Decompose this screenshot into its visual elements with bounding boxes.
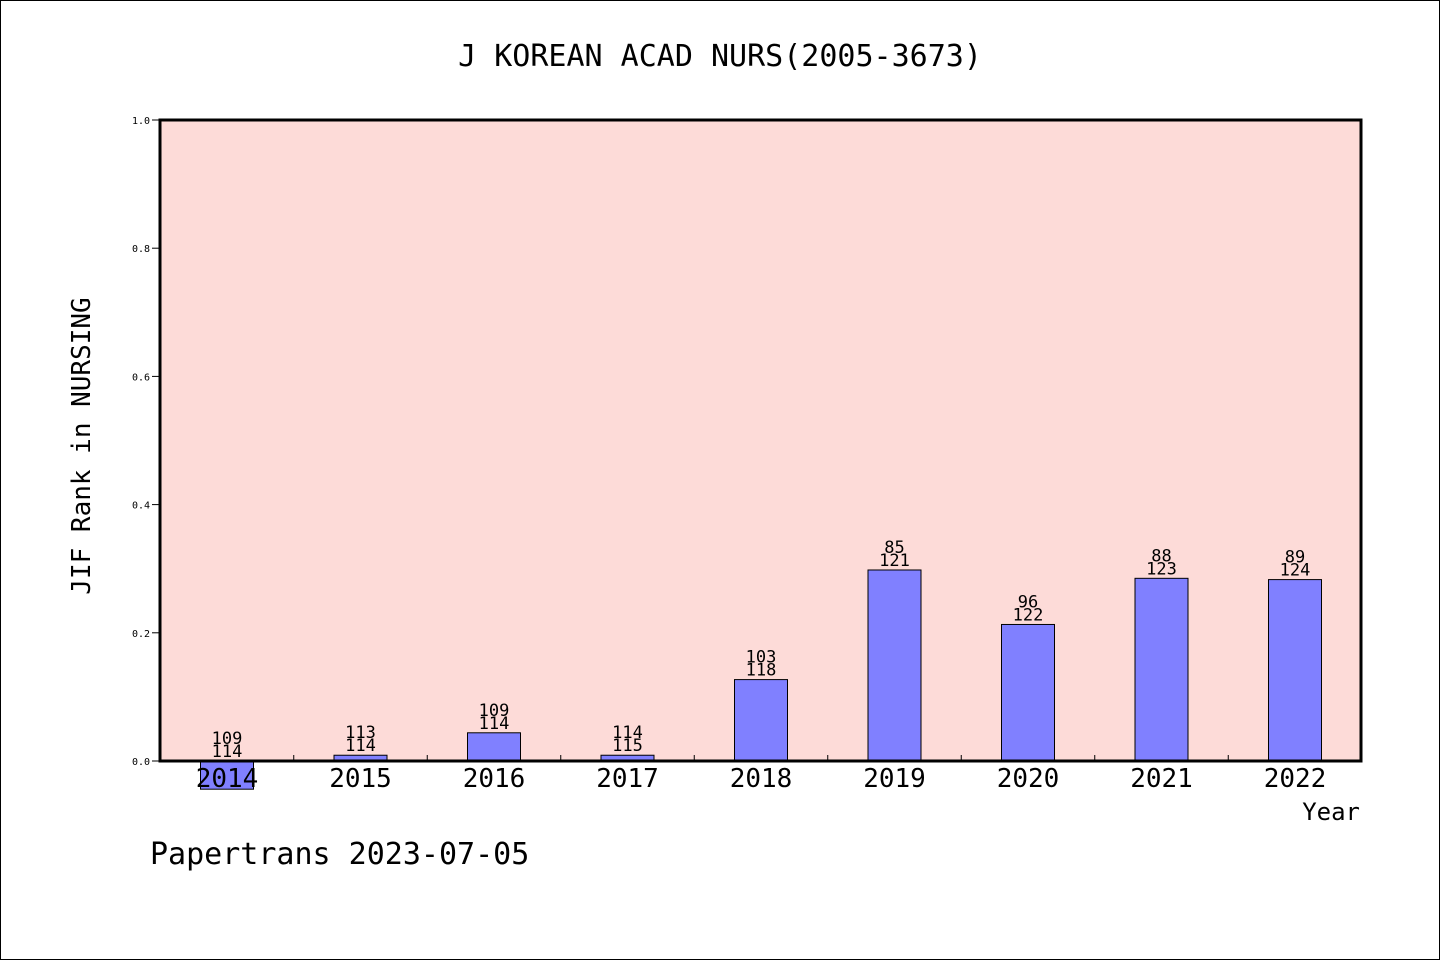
bar-total-label: 118 bbox=[746, 661, 777, 681]
bar-2018 bbox=[734, 679, 788, 762]
x-tick-label: 2019 bbox=[863, 764, 926, 794]
bar-total-label: 114 bbox=[212, 742, 243, 762]
bar-total-label: 121 bbox=[879, 551, 910, 571]
bar-rank-label: 113 bbox=[345, 723, 376, 743]
bar-rank-label: 89 bbox=[1285, 548, 1305, 568]
bar-2016 bbox=[467, 732, 521, 762]
bar-rank-label: 114 bbox=[612, 723, 643, 743]
bar-rank-label: 103 bbox=[746, 648, 777, 668]
plot-border bbox=[158, 118, 1363, 763]
bar-total-label: 114 bbox=[345, 736, 376, 756]
bar-rank-label: 109 bbox=[479, 701, 510, 721]
x-tick-label: 2017 bbox=[596, 764, 659, 794]
y-axis: 0.0 0.2 0.4 0.6 0.8 1.0 bbox=[132, 116, 160, 768]
bar-total-label: 124 bbox=[1280, 561, 1311, 581]
bar-total-label: 115 bbox=[612, 736, 643, 756]
bar-2020 bbox=[1001, 623, 1055, 762]
y-tick-label: 0.2 bbox=[132, 629, 150, 640]
x-axis-label: Year bbox=[1302, 798, 1360, 826]
y-tick-label: 0.0 bbox=[132, 757, 150, 768]
x-tick-label: 2022 bbox=[1264, 764, 1327, 794]
y-tick-label: 1.0 bbox=[132, 116, 150, 127]
bar-rank-label: 85 bbox=[884, 538, 904, 558]
bars-group bbox=[200, 569, 1322, 790]
bar-total-label: 122 bbox=[1013, 605, 1044, 625]
x-axis: 2014 2015 2016 2017 2018 2019 2020 2021 2022 bbox=[196, 755, 1327, 794]
bar-2019 bbox=[867, 569, 922, 762]
x-tick-label: 2016 bbox=[463, 764, 526, 794]
bar-total-label: 114 bbox=[479, 714, 510, 734]
x-tick-label: 2018 bbox=[730, 764, 793, 794]
bar-2022 bbox=[1268, 579, 1322, 762]
y-tick-label: 0.8 bbox=[132, 244, 150, 255]
x-tick-label: 2014 bbox=[196, 764, 259, 794]
x-tick-label: 2020 bbox=[997, 764, 1060, 794]
y-tick-label: 0.4 bbox=[132, 501, 150, 512]
bar-rank-label: 96 bbox=[1018, 592, 1038, 612]
bar-2021 bbox=[1134, 577, 1189, 762]
x-tick-label: 2015 bbox=[329, 764, 392, 794]
footer-credit: Papertrans 2023-07-05 bbox=[150, 837, 529, 872]
bar-total-label: 123 bbox=[1146, 559, 1177, 579]
chart-title: J KOREAN ACAD NURS(2005-3673) bbox=[458, 39, 982, 74]
y-axis-label: JIF Rank in NURSING bbox=[67, 297, 97, 594]
bar-rank-label: 88 bbox=[1151, 546, 1171, 566]
bar-rank-label: 109 bbox=[212, 729, 243, 749]
x-tick-label: 2021 bbox=[1130, 764, 1193, 794]
y-tick-label: 0.6 bbox=[132, 372, 150, 383]
